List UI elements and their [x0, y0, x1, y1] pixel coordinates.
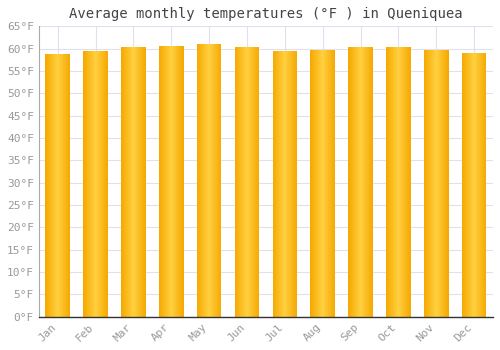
Title: Average monthly temperatures (°F ) in Queniquea: Average monthly temperatures (°F ) in Qu… — [69, 7, 462, 21]
